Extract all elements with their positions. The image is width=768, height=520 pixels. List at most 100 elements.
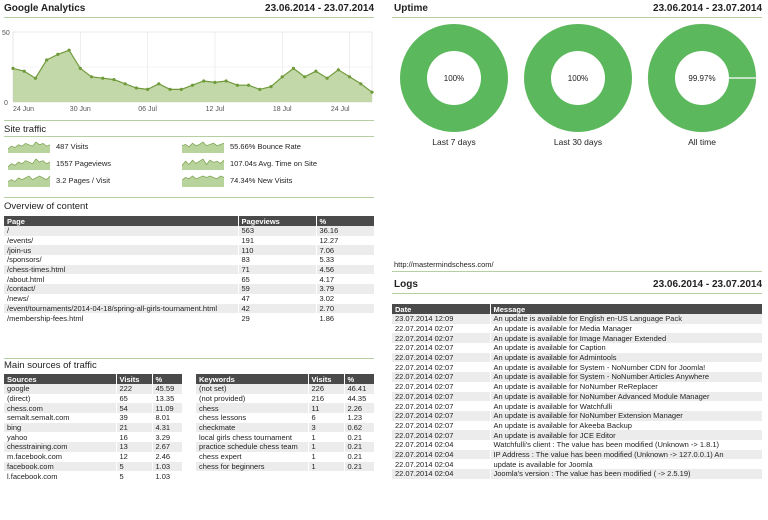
sources-table-cell: 8.01: [152, 413, 183, 423]
analytics-title: Google Analytics: [4, 3, 86, 14]
data-point: [179, 87, 183, 91]
content-table-cell: 47: [238, 293, 317, 304]
keywords-table-row: practice schedule chess team 1 0.21: [196, 442, 375, 452]
sources-table-cell: 21: [116, 422, 153, 433]
sources-table-cell: 13.35: [152, 393, 183, 404]
sources-col-percent: %: [152, 374, 183, 384]
keywords-table-row: checkmate 3 0.62: [196, 422, 375, 433]
logs-table-row: 22.07.2014 02:07 An update is available f…: [392, 410, 763, 421]
divider: [4, 120, 374, 121]
keywords-col-keyword: Keywords: [196, 374, 309, 384]
content-table-cell: 4.56: [316, 264, 375, 275]
keywords-col-visits: Visits: [308, 374, 345, 384]
logs-table-cell: An update is available for Akeeba Backup: [490, 420, 763, 431]
content-table-row: /news/47 3.02: [4, 293, 375, 304]
data-point: [347, 75, 352, 79]
sources-table-cell: 2.46: [152, 451, 183, 462]
sources-col-source: Sources: [4, 374, 117, 384]
keywords-table-cell: 1: [308, 442, 345, 452]
content-table-cell: /chess-times.html: [4, 264, 239, 275]
logs-table-row: 22.07.2014 02:04 update is available for …: [392, 459, 763, 469]
sources-table-cell: yahoo: [4, 432, 117, 443]
sources-table-cell: chesstraining.com: [4, 442, 117, 452]
sources-table-cell: 222: [116, 384, 153, 394]
logs-table-row: 22.07.2014 02:07 An update is available f…: [392, 430, 763, 440]
content-table-row: /chess-times.html 71 4.56: [4, 264, 375, 275]
keywords-table-row: (not provided) 216 44.35: [196, 393, 375, 404]
content-table-cell: 42: [238, 303, 317, 314]
sparkline-chart: [8, 175, 50, 187]
stat-item: 55.66% Bounce Rate: [182, 138, 372, 155]
divider: [4, 17, 374, 18]
logs-table-cell: IP Address : The value has been modified…: [490, 449, 763, 460]
logs-table-cell: 23.07.2014 12:09: [392, 314, 491, 324]
logs-table-cell: Watchfulli's client : The value has been…: [490, 439, 763, 450]
sources-table-row: chesstraining.com 13 2.67: [4, 442, 183, 452]
content-table-row: /events/191 12.27: [4, 235, 375, 246]
sources-table-row: chess.com 54 11.09: [4, 403, 183, 414]
sources-table-cell: 5: [116, 461, 153, 472]
section-site-traffic: Site traffic: [4, 124, 47, 135]
divider: [4, 197, 374, 198]
divider: [4, 358, 374, 359]
divider: [392, 271, 762, 272]
uptime-percent-label: 100%: [568, 74, 588, 83]
keywords-col-percent: %: [344, 374, 375, 384]
y-tick-label: 0: [4, 100, 8, 107]
sources-table-cell: 54: [116, 403, 153, 414]
data-point: [168, 87, 172, 91]
sources-table-row: m.facebook.com 12 2.46: [4, 451, 183, 462]
sparkline-line: [8, 158, 50, 168]
logs-table-cell: 22.07.2014 02:07: [392, 352, 491, 363]
x-tick-label: 30 Jun: [70, 106, 91, 113]
keywords-table-cell: 1: [308, 432, 345, 443]
sources-table-cell: 65: [116, 393, 153, 404]
logs-table-cell: 22.07.2014 02:07: [392, 343, 491, 353]
logs-table-cell: An update is available for Caption: [490, 343, 763, 353]
logs-table-cell: 22.07.2014 02:04: [392, 469, 491, 479]
content-col-percent: %: [316, 216, 375, 226]
logs-table-cell: 22.07.2014 02:07: [392, 381, 491, 392]
logs-date-range: 23.06.2014 - 23.07.2014: [653, 279, 762, 290]
content-col-page: Page: [4, 216, 239, 226]
keywords-table-cell: 0.62: [344, 422, 375, 433]
sparkline-area: [182, 159, 224, 170]
logs-table: Date Message 23.07.2014 12:09 An update i…: [392, 304, 763, 479]
sources-table-cell: 11.09: [152, 403, 183, 414]
visits-area-chart: 50 0 24 Jun 30 Jun 06 Jul 12 Jul 18 Jul 24 Jul: [2, 30, 374, 113]
content-table-cell: 59: [238, 284, 317, 294]
keywords-table-row: local girls chess tournament 1 0.21: [196, 432, 375, 443]
divider: [4, 136, 374, 137]
site-url[interactable]: http://mastermindschess.com/: [394, 260, 494, 269]
content-table-cell: 36.16: [316, 226, 375, 236]
stat-label: 55.66% Bounce Rate: [230, 142, 301, 151]
keywords-table-row: chess 11 2.26: [196, 403, 375, 414]
logs-table-row: 22.07.2014 02:07 An update is available f…: [392, 391, 763, 402]
x-tick-label: 24 Jul: [331, 106, 350, 113]
sparkline-chart: [182, 158, 224, 170]
keywords-table-cell: 0.21: [344, 461, 375, 472]
data-point: [112, 78, 116, 82]
data-point: [146, 87, 150, 91]
sparkline-line: [182, 175, 224, 181]
logs-table-cell: An update is available for NoNumber Exte…: [490, 410, 763, 421]
uptime-date-range: 23.06.2014 - 23.07.2014: [653, 3, 762, 14]
sources-table-cell: 1.03: [152, 471, 183, 481]
sparkline-chart: [8, 141, 50, 153]
data-point: [314, 69, 318, 73]
uptime-caption: Last 7 days: [432, 137, 475, 147]
sources-table-cell: m.facebook.com: [4, 451, 117, 462]
sources-table-cell: 5: [116, 471, 153, 481]
logs-table-cell: update is available for Joomla: [490, 459, 763, 469]
content-table-wrap: Page Pageviews % /563 36.16/events/191 12.…: [4, 216, 375, 323]
divider: [392, 293, 762, 294]
logs-table-row: 22.07.2014 02:07 An update is available f…: [392, 362, 763, 373]
logs-table-cell: An update is available for Admintools: [490, 352, 763, 363]
keywords-table-cell: checkmate: [196, 422, 309, 433]
logs-table-cell: 22.07.2014 02:07: [392, 372, 491, 382]
sources-table-cell: 16: [116, 432, 153, 443]
logs-table-row: 22.07.2014 02:07 An update is available f…: [392, 401, 763, 411]
stat-item: 1557 Pageviews: [8, 155, 182, 172]
keywords-table-row: chess expert 1 0.21: [196, 451, 375, 462]
content-table-cell: 7.06: [316, 245, 375, 256]
